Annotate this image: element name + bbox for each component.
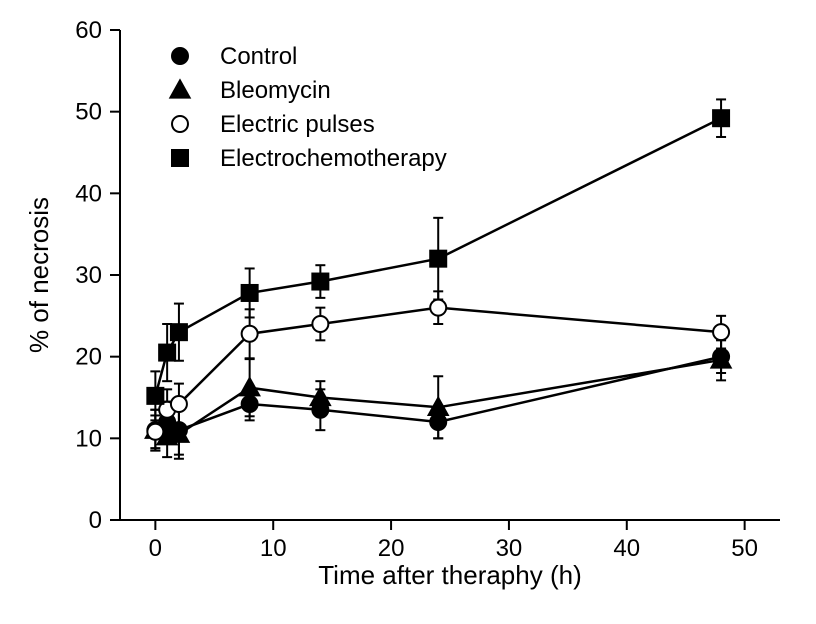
legend-label: Bleomycin xyxy=(220,77,331,104)
necrosis-chart: 0 10 20 30 40 50 0 10 20 30 40 50 60 Time after thera… xyxy=(0,0,816,624)
svg-text:20: 20 xyxy=(75,344,102,371)
svg-text:0: 0 xyxy=(89,507,102,534)
svg-text:40: 40 xyxy=(613,535,640,562)
svg-text:60: 60 xyxy=(75,17,102,44)
svg-text:50: 50 xyxy=(75,99,102,126)
legend-label: Electric pulses xyxy=(220,111,375,138)
svg-text:50: 50 xyxy=(731,535,758,562)
svg-text:0: 0 xyxy=(149,535,162,562)
svg-text:20: 20 xyxy=(378,535,405,562)
chart-svg: 0 10 20 30 40 50 0 10 20 30 40 50 60 Time after thera… xyxy=(0,0,816,624)
svg-text:10: 10 xyxy=(75,425,102,452)
y-axis-label: % of necrosis xyxy=(24,197,54,353)
svg-text:30: 30 xyxy=(496,535,523,562)
legend-label: Electrochemotherapy xyxy=(220,145,447,172)
svg-text:30: 30 xyxy=(75,262,102,289)
legend-label: Control xyxy=(220,43,297,70)
x-axis-label: Time after theraphy (h) xyxy=(318,560,581,590)
svg-text:10: 10 xyxy=(260,535,287,562)
svg-text:40: 40 xyxy=(75,180,102,207)
